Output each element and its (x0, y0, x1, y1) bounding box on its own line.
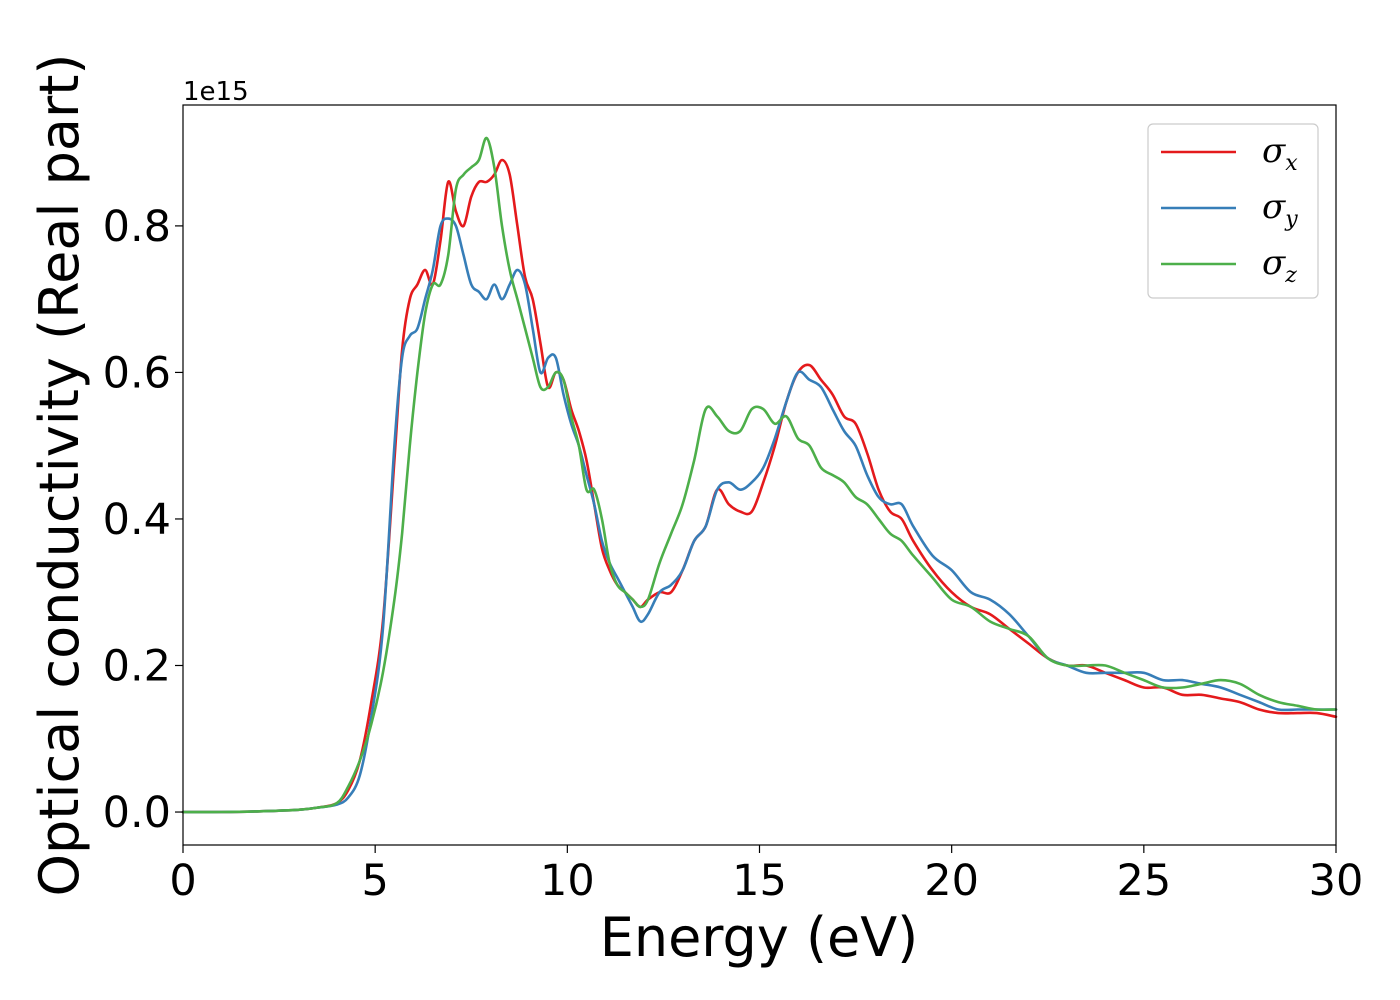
y-tick-label: 0.0 (103, 788, 171, 838)
y-tick-label: 0.6 (103, 348, 171, 398)
x-tick-label: 20 (924, 856, 979, 906)
y-axis-label: Optical conductivity (Real part) (28, 54, 91, 897)
y-tick-label: 0.8 (103, 202, 171, 252)
legend-box (1147, 123, 1319, 299)
x-tick-label: 5 (361, 856, 388, 906)
x-tick-label: 10 (540, 856, 595, 906)
x-axis-label: Energy (eV) (600, 906, 919, 969)
legend-label-z: σz (1262, 243, 1297, 288)
x-tick-label: 25 (1116, 856, 1171, 906)
x-tick-label: 15 (732, 856, 787, 906)
y-tick-label: 0.2 (103, 641, 171, 691)
series-line-z (181, 136, 1338, 814)
y-axis-ticks: 0.0 0.2 0.4 0.6 0.8 (103, 202, 183, 838)
x-axis-ticks: 0 5 10 15 20 25 30 (169, 845, 1363, 906)
series-layer (181, 136, 1338, 814)
y-offset-text: 1e15 (183, 77, 249, 107)
y-tick-label: 0.4 (103, 495, 171, 545)
x-tick-label: 0 (169, 856, 196, 906)
x-tick-label: 30 (1309, 856, 1364, 906)
